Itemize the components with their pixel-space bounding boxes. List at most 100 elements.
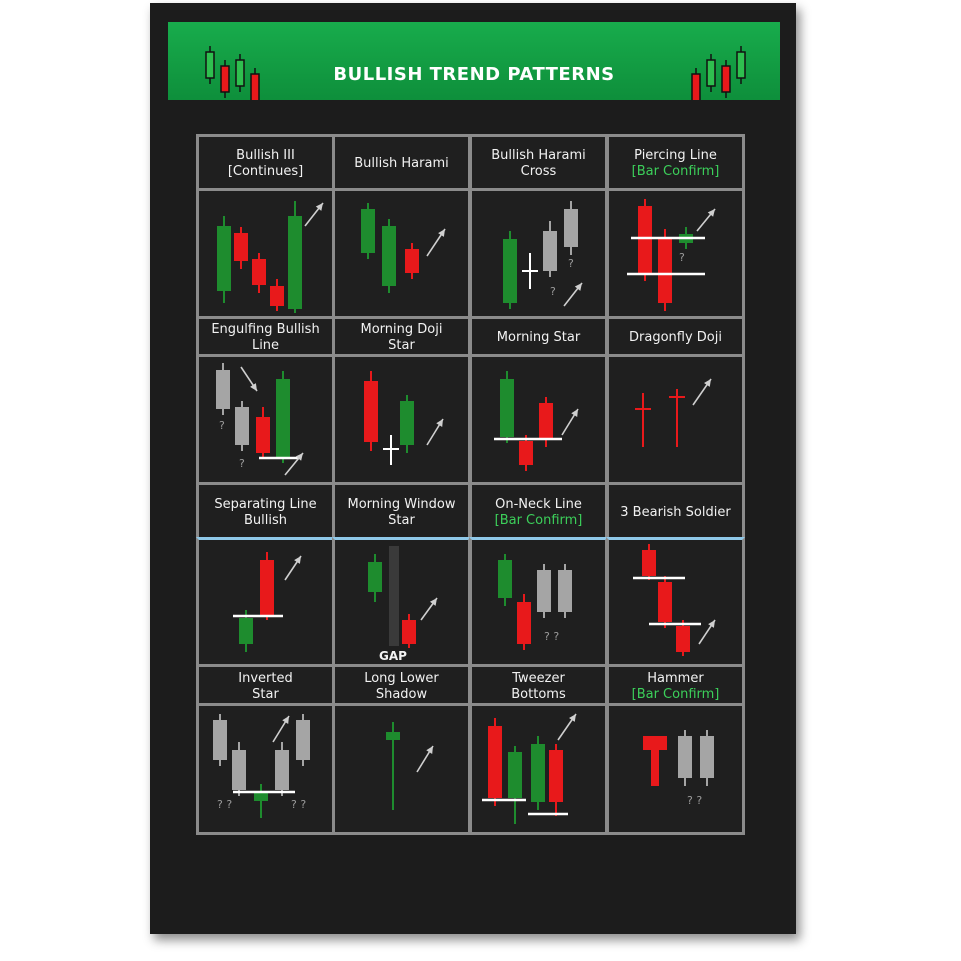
candlestick-pattern-chart — [635, 378, 712, 447]
candlestick — [500, 371, 514, 443]
candlestick — [537, 564, 551, 618]
pattern-name-line2: Star — [388, 338, 415, 353]
pattern-name: 3 Bearish Soldier — [609, 485, 742, 540]
pattern-label-cell: Bullish III [Continues] — [196, 134, 335, 194]
pattern-name-line2: Bullish — [243, 512, 287, 528]
candlestick — [564, 201, 578, 255]
candlestick — [216, 363, 230, 415]
candlestick — [382, 219, 396, 293]
candlestick — [234, 227, 248, 269]
pattern-name-line2: Cross — [520, 164, 557, 179]
candlestick-pattern-chart: ? ? ? ? — [213, 714, 310, 818]
pattern-name: Inverted Star — [199, 667, 332, 706]
pattern-label-cell: Tweezer Bottoms — [469, 664, 608, 709]
bar-confirm-label: [Bar Confirm] — [631, 686, 720, 702]
candlestick-pattern-chart: ?? — [503, 201, 583, 309]
pattern-name-line1: Piercing Line — [634, 148, 717, 163]
candlestick-pattern-chart — [364, 371, 444, 465]
candlestick — [558, 564, 572, 618]
pattern-chart-cell — [332, 188, 471, 319]
pattern-chart-cell — [332, 703, 471, 835]
candlestick — [364, 371, 378, 451]
candlestick-pattern-chart — [217, 201, 324, 313]
pattern-name-line1: Hammer — [647, 670, 704, 686]
pattern-name-line1: Dragonfly Doji — [629, 330, 722, 345]
pattern-label-cell: Morning Window Star — [332, 482, 471, 543]
trend-arrow-icon — [561, 408, 579, 436]
candlestick — [232, 742, 246, 796]
candlestick — [276, 371, 290, 463]
question-mark: ? — [239, 457, 245, 470]
candlestick-pattern-chart — [482, 713, 577, 824]
pattern-name-line2: Star — [252, 686, 279, 702]
candlestick — [386, 722, 400, 810]
candlestick — [235, 401, 249, 451]
pattern-chart-cell: ? ? — [606, 703, 745, 835]
pattern-name: Bullish Harami Cross — [472, 137, 605, 191]
dragonfly-doji — [669, 389, 685, 447]
pattern-name: Piercing Line [Bar Confirm] — [609, 137, 742, 191]
pattern-name-line1: Tweezer — [512, 670, 565, 686]
question-mark: ? ? — [687, 794, 702, 807]
pattern-label-cell: Bullish Harami Cross — [469, 134, 608, 194]
candlestick — [678, 730, 692, 786]
candlestick — [296, 714, 310, 766]
candlestick-pattern-chart: ?? — [216, 363, 304, 476]
pattern-name-line1: Bullish III — [236, 148, 295, 163]
pattern-chart-cell: ? — [606, 188, 745, 319]
pattern-name: On-Neck Line [Bar Confirm] — [472, 485, 605, 540]
candlestick — [508, 746, 522, 824]
candlestick — [642, 544, 656, 580]
candlestick-pattern-chart: ? — [627, 199, 716, 311]
pattern-name-line1: 3 Bearish Soldier — [620, 504, 731, 520]
candlestick — [256, 407, 270, 459]
pattern-chart-cell: ?? — [196, 354, 335, 485]
candlestick — [676, 620, 690, 656]
trend-arrow-icon — [284, 452, 304, 476]
pattern-name-line1: Separating Line — [214, 496, 317, 512]
pattern-chart-cell: GAP — [332, 537, 471, 667]
candlestick — [531, 736, 545, 810]
candlestick-pattern-chart — [233, 552, 302, 652]
question-mark: ? ? — [291, 798, 306, 811]
candlestick — [700, 730, 714, 786]
pattern-name-line1: Morning Window — [347, 496, 456, 512]
hammer-head — [643, 736, 667, 750]
doji-cross — [383, 435, 399, 465]
pattern-name: Engulfing Bullish Line — [199, 319, 332, 357]
candlestick — [405, 243, 419, 279]
pattern-name-line2: Line — [251, 338, 280, 353]
pattern-name: Morning Star — [472, 319, 605, 357]
trend-arrow-icon — [696, 208, 716, 232]
pattern-chart-cell — [606, 537, 745, 667]
trend-arrow-icon — [563, 282, 583, 307]
pattern-name-line1: Inverted — [238, 670, 293, 686]
candlestick-pattern-chart — [633, 544, 716, 656]
candlestick — [400, 395, 414, 453]
candlestick — [543, 221, 557, 277]
pattern-name-line2: Shadow — [375, 686, 428, 702]
trend-arrow-icon — [416, 745, 434, 773]
pattern-label-cell: Piercing Line [Bar Confirm] — [606, 134, 745, 194]
candlestick — [260, 552, 274, 620]
question-mark: ? — [679, 251, 685, 264]
candlestick — [254, 784, 268, 818]
pattern-label-cell: Separating Line Bullish — [196, 482, 335, 543]
pattern-name-line2: [Continues] — [227, 164, 304, 179]
pattern-name: Tweezer Bottoms — [472, 667, 605, 706]
candlestick — [402, 614, 416, 648]
pattern-chart-cell — [332, 354, 471, 485]
trend-arrow-icon — [426, 228, 446, 257]
trend-arrow-icon — [692, 378, 712, 406]
pattern-chart-cell — [606, 354, 745, 485]
bar-confirm-label: [Bar Confirm] — [631, 164, 720, 179]
pattern-name-line2: Star — [388, 512, 415, 528]
question-mark: ? — [219, 419, 225, 432]
candlestick — [549, 744, 563, 816]
question-mark: ? ? — [544, 630, 559, 643]
pattern-name: Long Lower Shadow — [335, 667, 468, 706]
candlestick — [517, 594, 531, 650]
poster-frame: BULLISH TREND PATTERNS Bullish III [Conti… — [150, 3, 796, 934]
candlestick-pattern-chart — [361, 203, 446, 293]
pattern-chart-cell — [469, 703, 608, 835]
